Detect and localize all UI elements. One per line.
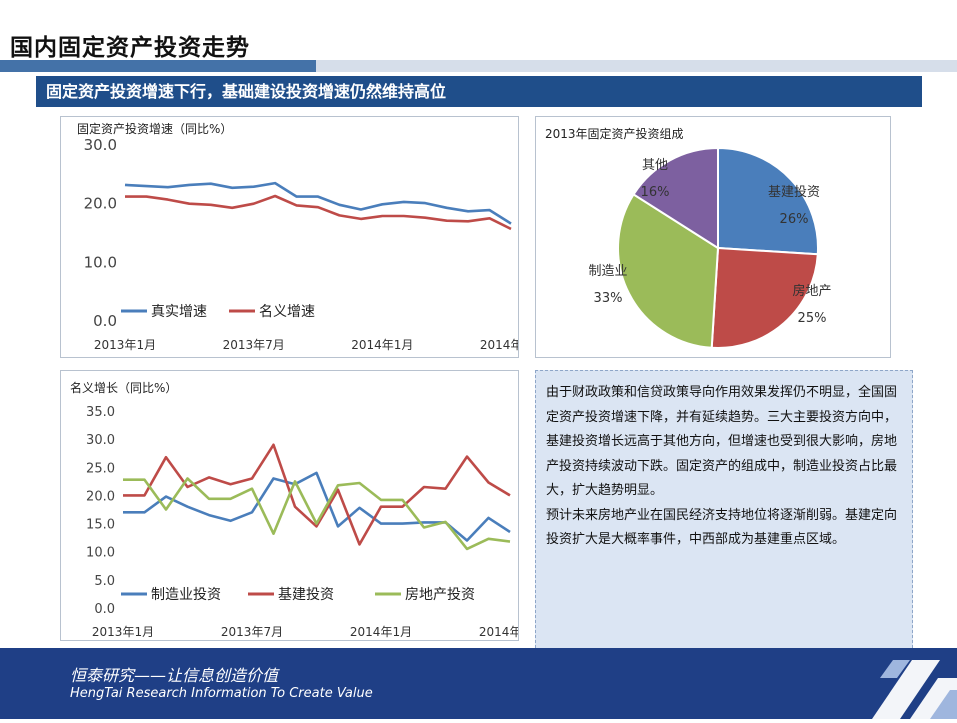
series-line-2	[125, 194, 512, 231]
footer-slogan-cn: 恒泰研究——让信息创造价值	[70, 666, 279, 685]
subtitle-bar: 固定资产投资增速下行，基础建设投资增速仍然维持高位	[36, 76, 922, 107]
chart-title: 名义增长（同比%）	[70, 380, 177, 395]
legend-label-1: 制造业投资	[151, 587, 221, 603]
y-tick-label: 0.0	[93, 312, 117, 330]
y-tick-label: 10.0	[84, 253, 117, 271]
pie-value-2: 25%	[798, 311, 827, 326]
title-rule-light	[316, 60, 957, 72]
pie-label-1: 基建投资	[768, 184, 820, 200]
chart-title: 固定资产投资增速（同比%）	[77, 121, 232, 136]
y-tick-label: 30.0	[86, 433, 115, 448]
y-tick-label: 30.0	[84, 136, 117, 154]
chart-panel-nominal-growth: 名义增长（同比%） 0.0 5.0 10.0 15.0 20.0 25.0 30.0 35.0 2…	[60, 370, 541, 641]
pie-label-3: 制造业	[588, 264, 627, 279]
legend-label-3: 房地产投资	[405, 587, 475, 603]
footer-logo-shape	[872, 660, 957, 719]
x-tick-label: 2014年7月	[479, 625, 518, 639]
x-tick-label: 2014年7月	[480, 338, 518, 352]
y-tick-label: 10.0	[86, 546, 115, 561]
x-tick-label: 2013年7月	[223, 338, 285, 352]
y-tick-label: 25.0	[86, 461, 115, 476]
footer-slogan-en: HengTai Research Information To Create V…	[70, 686, 373, 701]
pie-slice-4	[632, 146, 719, 250]
pie-value-1: 26%	[780, 212, 809, 227]
x-tick-label: 2014年1月	[350, 625, 412, 639]
chart-panel-investment-composition: 2013年固定资产投资组成基建投资 26% 房地产 25% 制造业 33% 其他 16%	[535, 116, 891, 358]
series-line-1	[124, 181, 512, 225]
line-chart-nominal-growth: 名义增长（同比%） 0.0 5.0 10.0 15.0 20.0 25.0 30.0 35.0 2…	[70, 380, 541, 639]
legend-label-1: 真实增速	[151, 304, 207, 320]
chart-panel-investment-growth: 固定资产投资增速（同比%） 0.0 10.0 20.0 30.0 2013年1月 2013年…	[60, 116, 542, 358]
pie-slice-1	[717, 146, 819, 256]
pie-value-3: 33%	[594, 291, 623, 306]
analysis-paragraph-2: 预计未来房地产业在国民经济支持地位将逐渐削弱。基建定向投资扩大是大概率事件，中西…	[546, 507, 898, 548]
page-title: 国内固定资产投资走势	[10, 35, 250, 61]
footer-bar	[0, 648, 957, 719]
chart-title: 2013年固定资产投资组成	[545, 126, 684, 141]
y-tick-label: 15.0	[86, 518, 115, 533]
analysis-paragraph-1: 由于财政政策和信贷政策导向作用效果发挥仍不明显，全国固定资产投资增速下降，并有延…	[546, 385, 898, 498]
y-tick-label: 35.0	[86, 405, 115, 420]
x-tick-label: 2014年1月	[351, 338, 413, 352]
legend-label-2: 基建投资	[278, 586, 334, 603]
y-tick-label: 5.0	[94, 574, 115, 589]
y-tick-label: 20.0	[86, 489, 115, 504]
series-line-2	[123, 443, 511, 546]
line-chart-investment-growth: 固定资产投资增速（同比%） 0.0 10.0 20.0 30.0 2013年1月 2013年…	[77, 121, 542, 352]
pie-value-4: 16%	[641, 185, 670, 200]
analysis-text-box: 由于财政政策和信贷政策导向作用效果发挥仍不明显，全国固定资产投资增速下降，并有延…	[535, 370, 913, 658]
legend-label-2: 名义增速	[259, 304, 315, 320]
pie-slice-2	[710, 246, 819, 349]
pie-label-4: 其他	[642, 158, 668, 173]
y-tick-label: 20.0	[84, 195, 117, 213]
y-tick-label: 0.0	[94, 602, 115, 617]
series-line-3	[123, 477, 511, 551]
pie-label-2: 房地产	[792, 283, 831, 299]
title-rule-dark	[0, 60, 316, 72]
x-tick-label: 2013年1月	[94, 338, 156, 352]
x-tick-label: 2013年7月	[221, 625, 283, 639]
x-tick-label: 2013年1月	[92, 625, 154, 639]
